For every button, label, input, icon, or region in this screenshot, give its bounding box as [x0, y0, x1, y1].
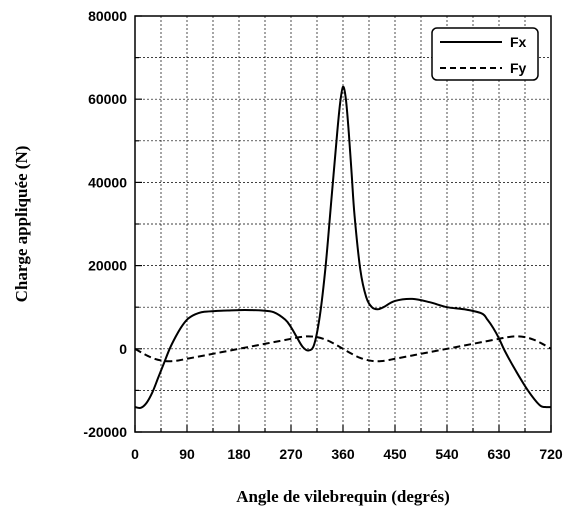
- series-line-fy: [134, 335, 552, 363]
- x-axis-label: Angle de vilebrequin (degrés): [236, 487, 450, 506]
- y-tick-label: -20000: [83, 424, 127, 440]
- y-tick-label: 0: [119, 341, 127, 357]
- x-tick-label: 540: [435, 446, 459, 462]
- y-axis-label: Charge appliquée (N): [12, 146, 31, 303]
- legend-label-fy: Fy: [510, 60, 527, 76]
- x-tick-label: 630: [487, 446, 511, 462]
- y-tick-label: 80000: [88, 8, 127, 24]
- legend: Fx Fy: [431, 27, 539, 81]
- y-tick-label: 40000: [88, 174, 127, 190]
- y-tick-label: 60000: [88, 91, 127, 107]
- legend-label-fx: Fx: [510, 34, 527, 50]
- x-tick-label: 360: [331, 446, 355, 462]
- x-tick-label: 450: [383, 446, 407, 462]
- x-tick-label: 180: [227, 446, 251, 462]
- y-tick-label: 20000: [88, 258, 127, 274]
- series-line-fx: [134, 85, 552, 410]
- axis-ticks: [134, 15, 552, 433]
- x-tick-label: 90: [179, 446, 195, 462]
- series-layer: [134, 85, 552, 410]
- x-tick-label: 720: [539, 446, 563, 462]
- x-tick-label: 270: [279, 446, 303, 462]
- x-tick-label: 0: [131, 446, 139, 462]
- tick-labels: 0 90 180 270 360 450 540 630 720-200000200004000…: [83, 8, 562, 462]
